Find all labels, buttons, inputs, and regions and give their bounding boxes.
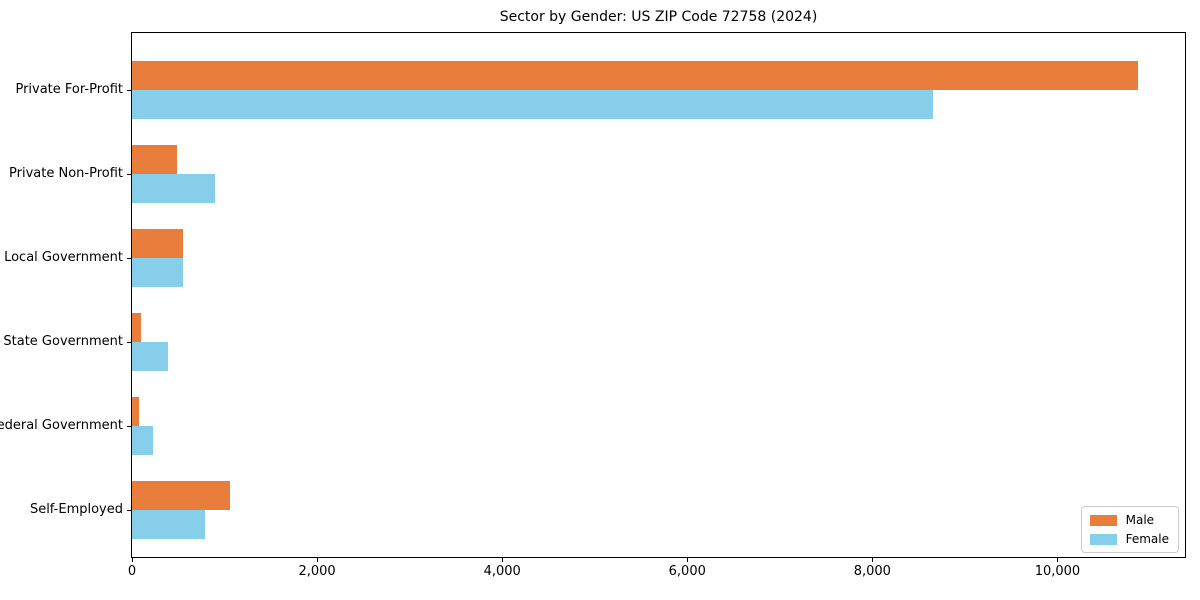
bar-female-private-for-profit	[132, 90, 933, 119]
x-tick-8000	[872, 558, 874, 562]
y-tick-private-for-profit	[127, 90, 131, 91]
chart-title: Sector by Gender: US ZIP Code 72758 (202…	[499, 9, 818, 25]
legend: Male Female	[1080, 506, 1179, 553]
bar-male-local-government	[132, 229, 183, 258]
category-label-federal-government: Federal Government	[0, 418, 123, 434]
legend-item-female: Female	[1089, 532, 1169, 546]
x-tick-6000	[687, 558, 689, 562]
bar-male-state-government	[132, 313, 141, 342]
female-swatch	[1089, 533, 1117, 545]
male-swatch	[1089, 514, 1117, 526]
category-label-local-government: Local Government	[4, 250, 123, 266]
y-tick-federal-government	[127, 426, 131, 427]
bar-male-self-employed	[132, 481, 231, 510]
bar-male-private-non-profit	[132, 145, 177, 174]
x-tick-label-8000: 8,000	[853, 564, 891, 579]
bar-female-private-non-profit	[132, 174, 216, 203]
y-tick-local-government	[127, 258, 131, 259]
category-label-private-for-profit: Private For-Profit	[15, 82, 123, 98]
x-tick-2000	[317, 558, 319, 562]
legend-item-male: Male	[1089, 513, 1169, 527]
bar-male-private-for-profit	[132, 61, 1138, 90]
y-tick-self-employed	[127, 510, 131, 511]
x-tick-4000	[502, 558, 504, 562]
x-tick-label-10000: 10,000	[1034, 564, 1081, 579]
category-label-self-employed: Self-Employed	[29, 502, 123, 518]
category-label-private-non-profit: Private Non-Profit	[9, 166, 123, 182]
bar-female-local-government	[132, 258, 184, 287]
x-tick-label-2000: 2,000	[298, 564, 336, 579]
x-tick-0	[132, 558, 133, 562]
bar-female-state-government	[132, 342, 169, 371]
x-tick-label-4000: 4,000	[483, 564, 521, 579]
x-tick-label-6000: 6,000	[668, 564, 706, 579]
x-tick-label-0: 0	[127, 564, 137, 579]
y-tick-state-government	[127, 342, 131, 343]
plot-area: Private For-Profit Private Non-Profit Loca…	[0, 32, 1186, 579]
y-tick-private-non-profit	[127, 174, 131, 175]
x-tick-10000	[1057, 558, 1059, 562]
bar-male-federal-government	[132, 397, 140, 426]
legend-label-male: Male	[1125, 513, 1155, 527]
legend-label-female: Female	[1125, 532, 1169, 546]
bar-female-self-employed	[132, 510, 206, 539]
category-label-state-government: State Government	[3, 334, 123, 350]
bar-female-federal-government	[132, 426, 154, 455]
